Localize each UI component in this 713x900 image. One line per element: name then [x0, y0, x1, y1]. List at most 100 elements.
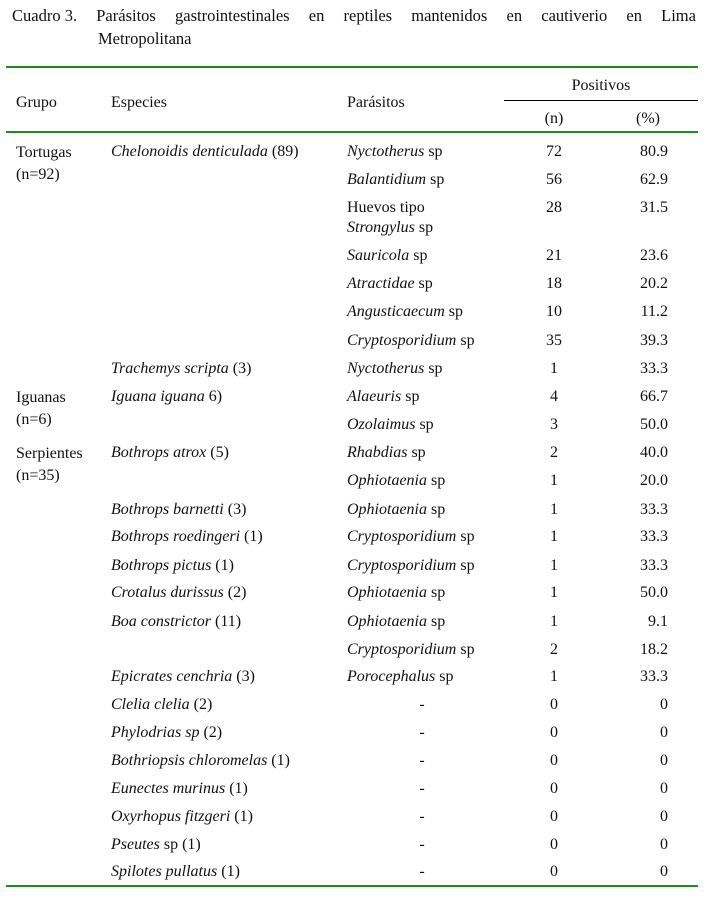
species-count: sp (1) [163, 836, 201, 853]
caption-line-1: Cuadro 3. Parásitos gastrointestinales en r… [12, 4, 696, 27]
percent-cell: 0 [660, 780, 668, 797]
parasite-genus: Nyctotherus [347, 360, 425, 377]
caption-word: Lima [661, 6, 696, 25]
group-cell: Tortugas (n=92) [16, 142, 72, 186]
parasite-genus: Cryptosporidium [347, 641, 457, 658]
species-cell: Bothrops atrox (5) [111, 443, 229, 463]
count-cell: 1 [550, 613, 558, 630]
parasite-cell: Alaeuris sp [347, 387, 419, 407]
species-cell: Crotalus durissus (2) [111, 583, 246, 603]
count-cell: 35 [546, 332, 562, 349]
parasite-cell: Ophiotaenia sp [347, 583, 445, 603]
parasite-genus: Ophiotaenia [347, 584, 427, 601]
count-cell: 0 [550, 836, 558, 853]
species-cell: Chelonoidis denticulada (89) [111, 142, 299, 162]
group-count: (n=35) [16, 467, 60, 484]
count-cell: 18 [546, 275, 562, 292]
parasite-cell: Cryptosporidium sp [347, 331, 475, 351]
species-name: Trachemys scripta [111, 360, 229, 377]
parasite-genus: - [419, 780, 425, 797]
parasite-suffix: sp [415, 416, 434, 433]
species-cell: Oxyrhopus fitzgeri (1) [111, 807, 253, 827]
parasite-suffix: sp [456, 641, 475, 658]
caption-word: cautiverio [541, 6, 608, 25]
group-name: Tortugas [16, 144, 72, 161]
species-name: Bothrops barnetti [111, 501, 224, 518]
parasite-genus: Ophiotaenia [347, 472, 427, 489]
species-name: Iguana iguana [111, 388, 205, 405]
species-cell: Eunectes murinus (1) [111, 779, 248, 799]
count-cell: 28 [546, 199, 562, 216]
percent-cell: 40.0 [640, 444, 668, 461]
group-count: (n=92) [16, 166, 60, 183]
group-count: (n=6) [16, 411, 52, 428]
species-count: (1) [215, 557, 234, 574]
header-parasitos: Parásitos [347, 94, 405, 111]
percent-cell: 0 [660, 696, 668, 713]
count-cell: 0 [550, 696, 558, 713]
parasite-suffix: sp [424, 143, 443, 160]
parasite-suffix: sp [424, 360, 443, 377]
count-cell: 0 [550, 752, 558, 769]
parasite-cell: - [347, 695, 497, 715]
parasite-suffix: sp [427, 613, 446, 630]
parasite-cell: Huevos tipo Strongylus sp [347, 198, 433, 238]
species-count: (2) [203, 724, 223, 741]
percent-cell: 80.9 [640, 143, 668, 160]
count-cell: 72 [546, 143, 562, 160]
parasite-genus: Ozolaimus [347, 416, 416, 433]
parasite-cell: - [347, 751, 497, 771]
count-cell: 2 [550, 444, 558, 461]
species-count: (3) [232, 360, 252, 377]
count-cell: 1 [550, 557, 558, 574]
species-cell: Epicrates cenchria (3) [111, 667, 255, 687]
count-cell: 56 [546, 171, 562, 188]
percent-cell: 62.9 [640, 171, 668, 188]
header-positivos: Positivos [571, 77, 631, 94]
species-cell: Bothrops barnetti (3) [111, 500, 246, 520]
parasite-cell: Nyctotherus sp [347, 142, 443, 162]
parasite-genus: Alaeuris [347, 388, 402, 405]
parasite-suffix: sp [407, 444, 426, 461]
parasite-suffix: sp [414, 275, 433, 292]
header-rule [6, 131, 698, 133]
caption-word: Parásitos [96, 6, 156, 25]
percent-cell: 0 [660, 808, 668, 825]
species-name: Oxyrhopus fitzgeri [111, 808, 231, 825]
species-cell: Bothriopsis chloromelas (1) [111, 751, 290, 771]
species-cell: Bothrops roedingeri (1) [111, 527, 263, 547]
group-name: Iguanas [16, 389, 66, 406]
species-name: Phylodrias sp [111, 724, 200, 741]
percent-cell: 31.5 [640, 199, 668, 216]
bottom-rule [6, 885, 698, 887]
parasite-cell: Ophiotaenia sp [347, 500, 445, 520]
parasite-suffix: sp [409, 247, 428, 264]
species-count: (1) [221, 863, 240, 880]
species-count: (1) [234, 808, 253, 825]
count-cell: 1 [550, 528, 558, 545]
species-name: Boa constrictor [111, 613, 211, 630]
count-cell: 0 [550, 724, 558, 741]
caption-word: mantenidos [411, 6, 488, 25]
species-cell: Clelia clelia (2) [111, 695, 212, 715]
percent-cell: 50.0 [640, 584, 668, 601]
parasite-genus: - [419, 863, 425, 880]
parasite-cell: Atractidae sp [347, 274, 433, 294]
parasite-cell: Rhabdias sp [347, 443, 426, 463]
species-cell: Bothrops pictus (1) [111, 556, 234, 576]
parasite-cell: Ozolaimus sp [347, 415, 434, 435]
parasite-suffix: sp [456, 332, 475, 349]
species-cell: Boa constrictor (11) [111, 612, 241, 632]
species-count: (1) [229, 780, 248, 797]
species-count: (5) [210, 444, 229, 461]
parasite-cell: Balantidium sp [347, 170, 444, 190]
parasite-genus: - [419, 808, 425, 825]
species-name: Bothrops pictus [111, 557, 212, 574]
percent-cell: 20.2 [640, 275, 668, 292]
count-cell: 10 [546, 303, 562, 320]
parasite-suffix: sp [401, 388, 420, 405]
species-name: Bothriopsis chloromelas [111, 752, 268, 769]
header-especies: Especies [111, 94, 167, 111]
parasite-suffix: sp [414, 219, 434, 236]
parasite-cell: Cryptosporidium sp [347, 556, 475, 576]
